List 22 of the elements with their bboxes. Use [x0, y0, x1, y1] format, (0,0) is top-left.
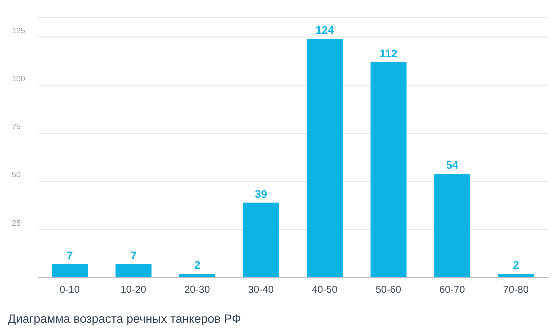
x-tick-label: 70-80	[503, 285, 530, 296]
y-tick-label: 25	[12, 218, 22, 228]
x-tick-label: 0-10	[60, 285, 80, 296]
data-label: 7	[130, 250, 137, 263]
data-label: 2	[194, 260, 201, 272]
data-label: 124	[316, 25, 336, 38]
y-tick-label: 100	[12, 74, 26, 84]
x-tick-label: 20-30	[184, 285, 211, 296]
x-tick-label: 60-70	[440, 285, 466, 296]
y-tick-label: 75	[12, 122, 22, 132]
x-tick-label: 30-40	[248, 285, 274, 296]
data-label: 54	[446, 160, 460, 172]
data-label: 112	[380, 48, 398, 60]
text: Диаграмма возраста речных танкеров РФ	[8, 312, 242, 326]
x-tick-label: 10-20	[120, 285, 147, 296]
x-tick-label: 50-60	[376, 285, 402, 296]
x-tick-label: 40-50	[312, 285, 338, 296]
y-tick-label: 50	[12, 170, 22, 180]
y-tick-label: 125	[12, 26, 26, 36]
data-label: 7	[66, 250, 74, 263]
data-label: 2	[513, 260, 520, 272]
data-label: 39	[255, 188, 268, 201]
